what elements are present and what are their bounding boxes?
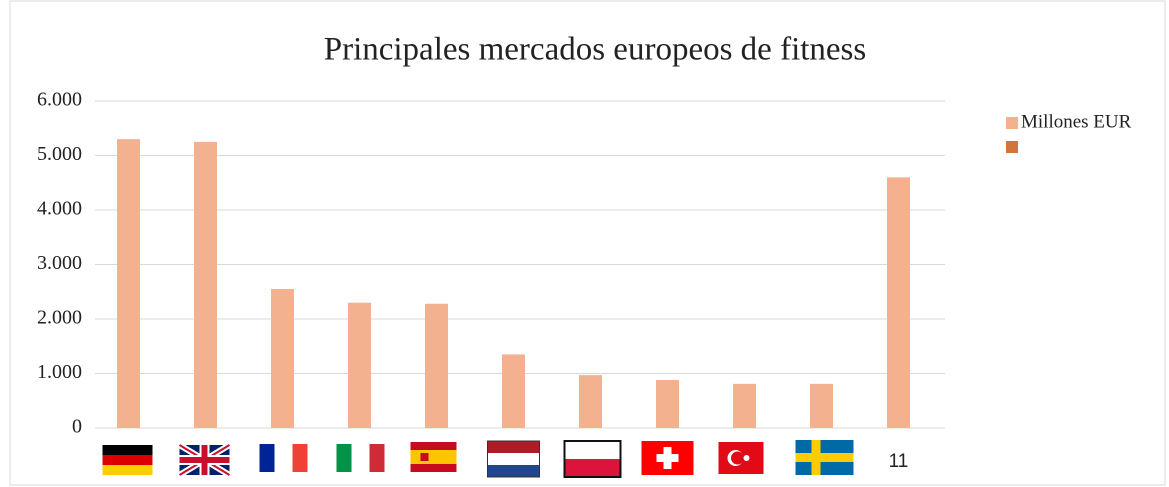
flag-part	[420, 453, 429, 461]
bar	[348, 302, 371, 428]
y-tick-label: 4.000	[37, 198, 82, 220]
flag-part	[731, 451, 744, 465]
bar	[425, 303, 448, 428]
bar	[810, 383, 833, 428]
y-tick-label: 1.000	[37, 361, 82, 383]
flag-part	[410, 450, 457, 464]
legend-swatch	[1006, 117, 1018, 129]
bar	[271, 289, 294, 428]
flag-icon	[563, 440, 622, 478]
bar	[656, 380, 679, 428]
flag-part	[487, 441, 540, 453]
bar	[887, 177, 910, 428]
flag-part	[179, 457, 230, 463]
flag-part	[292, 444, 308, 472]
bar	[579, 375, 602, 428]
y-tick-label: 5.000	[37, 143, 82, 165]
flag-icon	[641, 441, 694, 475]
bar	[194, 141, 217, 428]
flag-part	[563, 440, 622, 478]
flag-icon	[177, 442, 232, 478]
flag-part	[102, 445, 153, 455]
flag-part	[369, 444, 385, 472]
bar	[733, 383, 756, 428]
flag-part	[410, 464, 457, 472]
y-tick-label: 0	[72, 416, 82, 438]
flag-part	[656, 454, 679, 462]
flag-part	[102, 465, 153, 475]
flag-part	[564, 459, 621, 477]
flag-part	[410, 442, 457, 450]
flag-part	[795, 453, 854, 462]
flag-icon	[102, 445, 153, 475]
flag-icon	[487, 440, 540, 478]
x-tick-label: 11	[889, 451, 909, 472]
y-tick-label: 6.000	[37, 89, 82, 111]
y-tick-label: 2.000	[37, 307, 82, 329]
flag-icon	[336, 444, 385, 472]
flag-icon	[410, 442, 457, 472]
flag-part	[487, 440, 540, 478]
flag-icon	[795, 440, 854, 475]
flag-icon	[718, 442, 764, 474]
chart-title: Principales mercados europeos de fitness	[324, 32, 867, 68]
bar	[117, 139, 140, 428]
flag-part	[743, 455, 750, 461]
legend-label: Millones EUR	[1021, 111, 1132, 132]
flag-part	[259, 444, 275, 472]
legend-swatch	[1006, 141, 1018, 153]
flag-icon	[259, 444, 308, 472]
bar	[502, 354, 525, 428]
flag-part	[487, 453, 540, 465]
flag-part	[102, 455, 153, 465]
chart-border	[9, 0, 1166, 486]
flag-part	[336, 444, 352, 472]
y-tick-label: 3.000	[37, 252, 82, 274]
flag-part	[487, 465, 540, 477]
